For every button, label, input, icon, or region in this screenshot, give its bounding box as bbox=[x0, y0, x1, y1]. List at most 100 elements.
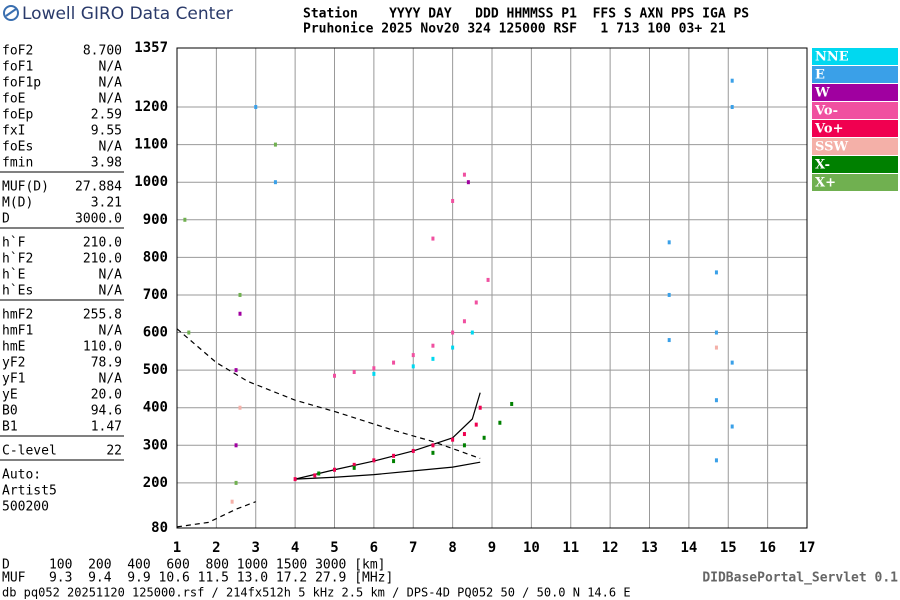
x-tick-label: 13 bbox=[641, 540, 658, 556]
y-tick-label: 1100 bbox=[134, 137, 168, 153]
echo-point bbox=[474, 422, 478, 427]
param-label: B1 bbox=[2, 420, 18, 435]
param-label: foEs bbox=[2, 140, 33, 155]
echo-point bbox=[730, 78, 734, 83]
param-label: fxI bbox=[2, 124, 25, 139]
x-tick-label: 17 bbox=[799, 540, 816, 556]
param-value: 8.700 bbox=[83, 44, 122, 59]
legend-swatch bbox=[812, 120, 898, 137]
param-value: N/A bbox=[99, 268, 123, 283]
echo-point bbox=[411, 353, 415, 358]
param-value: N/A bbox=[99, 76, 123, 91]
echo-point bbox=[466, 180, 470, 185]
echo-point bbox=[372, 371, 376, 376]
echo-point bbox=[431, 450, 435, 455]
auto-text: Artist5 bbox=[2, 484, 57, 499]
param-value: N/A bbox=[99, 372, 123, 387]
station-values: Pruhonice 2025 Nov20 324 125000 RSF 1 71… bbox=[303, 22, 726, 37]
brand: Lowell GIRO Data Center bbox=[22, 4, 233, 24]
echo-point bbox=[431, 356, 435, 361]
echo-point bbox=[183, 217, 187, 222]
echo-point bbox=[392, 459, 396, 464]
param-value: 22 bbox=[106, 444, 122, 459]
echo-point bbox=[462, 172, 466, 177]
param-label: M(D) bbox=[2, 196, 33, 211]
param-value: N/A bbox=[99, 60, 123, 75]
echo-point bbox=[730, 424, 734, 429]
x-tick-label: 7 bbox=[409, 540, 417, 556]
param-value: 210.0 bbox=[83, 252, 122, 267]
y-tick-label: 1357 bbox=[134, 40, 168, 56]
param-label: hmE bbox=[2, 340, 25, 355]
param-value: 3.21 bbox=[91, 196, 122, 211]
param-label: hmF2 bbox=[2, 308, 33, 323]
param-value: 2.59 bbox=[91, 108, 122, 123]
y-tick-label: 600 bbox=[143, 325, 168, 341]
echo-point bbox=[273, 142, 277, 147]
legend-label: X- bbox=[815, 158, 830, 173]
y-tick-label: 400 bbox=[143, 400, 168, 416]
param-value: 78.9 bbox=[91, 356, 122, 371]
echo-point bbox=[230, 499, 234, 504]
param-label: foF1p bbox=[2, 76, 41, 91]
x-tick-label: 6 bbox=[370, 540, 378, 556]
d-row: D 100 200 400 600 800 1000 1500 3000 [km… bbox=[2, 558, 386, 573]
echo-point bbox=[273, 180, 277, 185]
legend-label: NNE bbox=[815, 50, 849, 65]
x-tick-label: 12 bbox=[602, 540, 619, 556]
param-label: yF1 bbox=[2, 372, 25, 387]
station-labels: Station YYYY DAY DDD HHMMSS P1 FFS S AXN… bbox=[303, 7, 749, 22]
param-value: 20.0 bbox=[91, 388, 122, 403]
y-tick-label: 80 bbox=[151, 520, 168, 536]
echo-point bbox=[478, 405, 482, 410]
y-tick-label: 200 bbox=[143, 475, 168, 491]
echo-point bbox=[451, 345, 455, 350]
echo-point bbox=[730, 105, 734, 110]
x-tick-label: 2 bbox=[212, 540, 220, 556]
param-label: h`Es bbox=[2, 284, 33, 299]
servlet: DIDBasePortal_Servlet 0.1 bbox=[702, 571, 898, 586]
x-tick-label: 5 bbox=[330, 540, 338, 556]
echo-point bbox=[667, 338, 671, 343]
echo-point bbox=[498, 420, 502, 425]
echo-point bbox=[234, 480, 238, 485]
param-value: N/A bbox=[99, 284, 123, 299]
param-value: 27.884 bbox=[75, 180, 122, 195]
echo-point bbox=[451, 437, 455, 442]
logo bbox=[3, 5, 19, 21]
x-tick-label: 15 bbox=[720, 540, 737, 556]
echo-point bbox=[431, 443, 435, 448]
y-tick-label: 1000 bbox=[134, 174, 168, 190]
echo-point bbox=[293, 477, 297, 482]
param-label: foE bbox=[2, 92, 25, 107]
legend-swatch bbox=[812, 48, 898, 65]
echo-point bbox=[462, 443, 466, 448]
y-tick-label: 900 bbox=[143, 212, 168, 228]
echo-point bbox=[474, 300, 478, 305]
echo-point bbox=[372, 366, 376, 371]
param-value: 255.8 bbox=[83, 308, 122, 323]
echo-point bbox=[372, 458, 376, 463]
echo-point bbox=[238, 405, 242, 410]
param-value: N/A bbox=[99, 324, 123, 339]
legend-label: E bbox=[815, 68, 825, 83]
echo-point bbox=[234, 368, 238, 373]
profile-curve bbox=[295, 461, 481, 480]
x-tick-label: 3 bbox=[252, 540, 260, 556]
x-tick-label: 8 bbox=[448, 540, 456, 556]
profile-curve bbox=[176, 501, 256, 528]
echo-point bbox=[714, 330, 718, 335]
legend-label: X+ bbox=[815, 176, 836, 191]
echo-point bbox=[730, 360, 734, 365]
echo-point bbox=[451, 330, 455, 335]
y-tick-label: 700 bbox=[143, 287, 168, 303]
x-tick-label: 11 bbox=[562, 540, 579, 556]
echo-point bbox=[667, 292, 671, 297]
echo-point bbox=[431, 343, 435, 348]
echo-point bbox=[234, 443, 238, 448]
param-label: foF2 bbox=[2, 44, 33, 59]
echo-point bbox=[714, 398, 718, 403]
echo-point bbox=[238, 292, 242, 297]
echo-point bbox=[333, 373, 336, 378]
param-label: h`E bbox=[2, 268, 25, 283]
